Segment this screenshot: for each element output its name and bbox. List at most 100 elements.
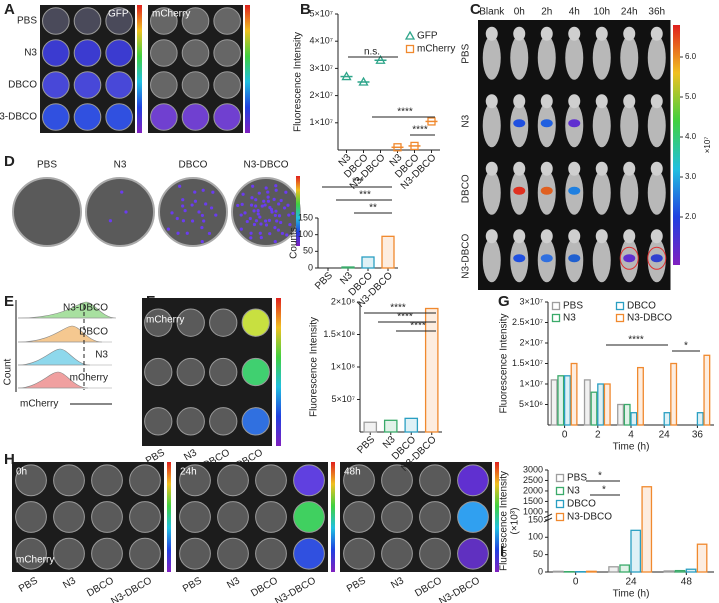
axis-label: mCherry xyxy=(20,399,58,410)
well xyxy=(15,537,47,570)
annotation: **** xyxy=(628,335,644,346)
mouse-head xyxy=(623,229,636,244)
signal xyxy=(513,254,526,263)
mouse xyxy=(592,170,611,215)
colony xyxy=(236,203,240,208)
colony xyxy=(181,219,186,223)
colorbar-tick-label: 3.0 xyxy=(685,172,697,181)
colony xyxy=(258,231,262,235)
well xyxy=(381,537,413,570)
colony xyxy=(181,204,185,208)
well xyxy=(176,357,205,387)
panel-letter: E xyxy=(4,293,14,310)
mouse xyxy=(620,170,639,215)
y-tick-label: 1000 xyxy=(523,506,543,516)
y-tick-label: 1.5×10⁸ xyxy=(323,329,355,339)
colony xyxy=(176,231,180,235)
marker xyxy=(551,301,561,311)
mouse xyxy=(647,35,666,80)
y-tick-label: 3000 xyxy=(523,464,543,474)
trace-label: N3 xyxy=(95,350,108,361)
colony xyxy=(263,219,268,223)
colorbar xyxy=(673,25,680,265)
well xyxy=(105,39,133,67)
well xyxy=(217,537,249,570)
colony xyxy=(288,222,292,227)
well xyxy=(150,39,178,67)
signal xyxy=(623,254,636,263)
legend-label: mCherry xyxy=(417,44,455,55)
colony xyxy=(193,190,197,194)
y-tick-label: 100 xyxy=(528,532,543,542)
colony xyxy=(266,195,270,199)
well xyxy=(15,501,47,533)
colony xyxy=(266,199,271,203)
mouse-head xyxy=(623,94,636,109)
well xyxy=(129,501,161,533)
well xyxy=(457,537,489,570)
colony xyxy=(166,227,170,231)
colony xyxy=(270,210,274,214)
legend-label: N3 xyxy=(567,486,580,497)
colony xyxy=(279,220,283,225)
colony xyxy=(193,199,198,203)
annotation: * xyxy=(598,471,602,482)
colony xyxy=(252,222,257,227)
legend-label: PBS xyxy=(567,473,587,484)
mouse xyxy=(482,238,501,283)
colorbar xyxy=(495,462,499,572)
colony xyxy=(273,239,277,244)
plate-label: PBS xyxy=(17,575,40,595)
colony xyxy=(190,219,195,223)
legend-label: GFP xyxy=(417,31,438,42)
x-axis-label: Time (h) xyxy=(613,442,650,453)
bar xyxy=(586,570,597,573)
histogram-trace xyxy=(17,301,117,319)
colorbar xyxy=(296,176,300,246)
marker xyxy=(358,76,369,86)
colony xyxy=(254,198,258,202)
mouse-head xyxy=(595,161,608,176)
mouse-head xyxy=(623,26,636,41)
mouse-head xyxy=(540,26,553,41)
colony xyxy=(108,219,113,223)
mouse xyxy=(482,103,501,148)
colony xyxy=(256,212,260,216)
colony xyxy=(202,219,206,223)
histogram-trace xyxy=(17,348,91,366)
x-tick-label: PBS xyxy=(313,270,335,292)
roi xyxy=(647,246,667,270)
channel-label: mCherry xyxy=(16,555,54,566)
signal xyxy=(513,186,526,195)
annotation: **** xyxy=(397,312,413,323)
column-label: 0h xyxy=(514,7,525,18)
mouse xyxy=(482,170,501,215)
colony xyxy=(200,213,204,218)
colony xyxy=(262,199,266,203)
well xyxy=(293,464,325,497)
colony xyxy=(249,231,253,235)
x-tick-label: 2 xyxy=(595,430,601,441)
colony xyxy=(258,215,262,219)
colony xyxy=(264,186,268,190)
well xyxy=(105,71,133,99)
panel-letter: I xyxy=(500,543,504,560)
bar xyxy=(557,375,565,426)
mouse-head xyxy=(513,26,526,41)
well xyxy=(179,464,211,497)
y-tick-label: 2.5×10⁷ xyxy=(512,317,543,327)
annotation: **** xyxy=(397,107,413,118)
colony xyxy=(266,190,270,194)
annotation: **** xyxy=(412,125,428,136)
annotation: *** xyxy=(359,190,371,201)
colony xyxy=(252,209,256,213)
colony xyxy=(254,204,258,208)
well xyxy=(129,464,161,497)
annotation: **** xyxy=(410,321,426,332)
colony xyxy=(284,190,288,194)
y-tick-label: 50 xyxy=(303,246,313,256)
channel-label: mCherry xyxy=(146,315,184,326)
mouse-head xyxy=(595,229,608,244)
panel-letter: D xyxy=(4,153,15,170)
